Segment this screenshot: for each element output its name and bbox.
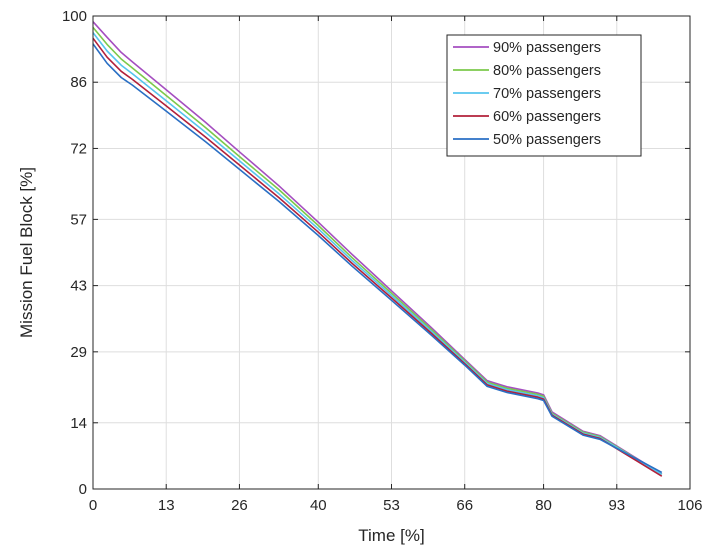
- series-line-5: [92, 43, 663, 474]
- x-tick-label: 26: [231, 497, 248, 514]
- y-tick-label: 14: [70, 415, 87, 432]
- y-tick-label: 57: [70, 211, 87, 228]
- x-tick-label: 40: [310, 497, 327, 514]
- legend-box: [446, 34, 642, 157]
- y-tick-label: 100: [62, 8, 87, 25]
- y-tick-label: 0: [79, 481, 87, 498]
- x-tick-label: 0: [89, 497, 97, 514]
- legend-label-2: 80% passengers: [493, 63, 601, 79]
- y-tick-label: 86: [70, 74, 87, 91]
- y-tick-label: 29: [70, 344, 87, 361]
- y-axis-label: Mission Fuel Block [%]: [17, 167, 36, 338]
- x-tick-label: 53: [383, 497, 400, 514]
- y-tick-label: 72: [70, 140, 87, 157]
- x-tick-label: 80: [535, 497, 552, 514]
- x-axis-label: Time [%]: [358, 526, 424, 545]
- x-tick-label: 106: [677, 497, 702, 514]
- y-tick-label: 43: [70, 278, 87, 295]
- legend-label-5: 50% passengers: [493, 132, 601, 148]
- legend-label-3: 70% passengers: [493, 86, 601, 102]
- x-tick-label: 66: [456, 497, 473, 514]
- x-tick-label: 93: [608, 497, 625, 514]
- legend-label-1: 90% passengers: [493, 40, 601, 56]
- legend-label-4: 60% passengers: [493, 109, 601, 125]
- x-tick-label: 13: [158, 497, 175, 514]
